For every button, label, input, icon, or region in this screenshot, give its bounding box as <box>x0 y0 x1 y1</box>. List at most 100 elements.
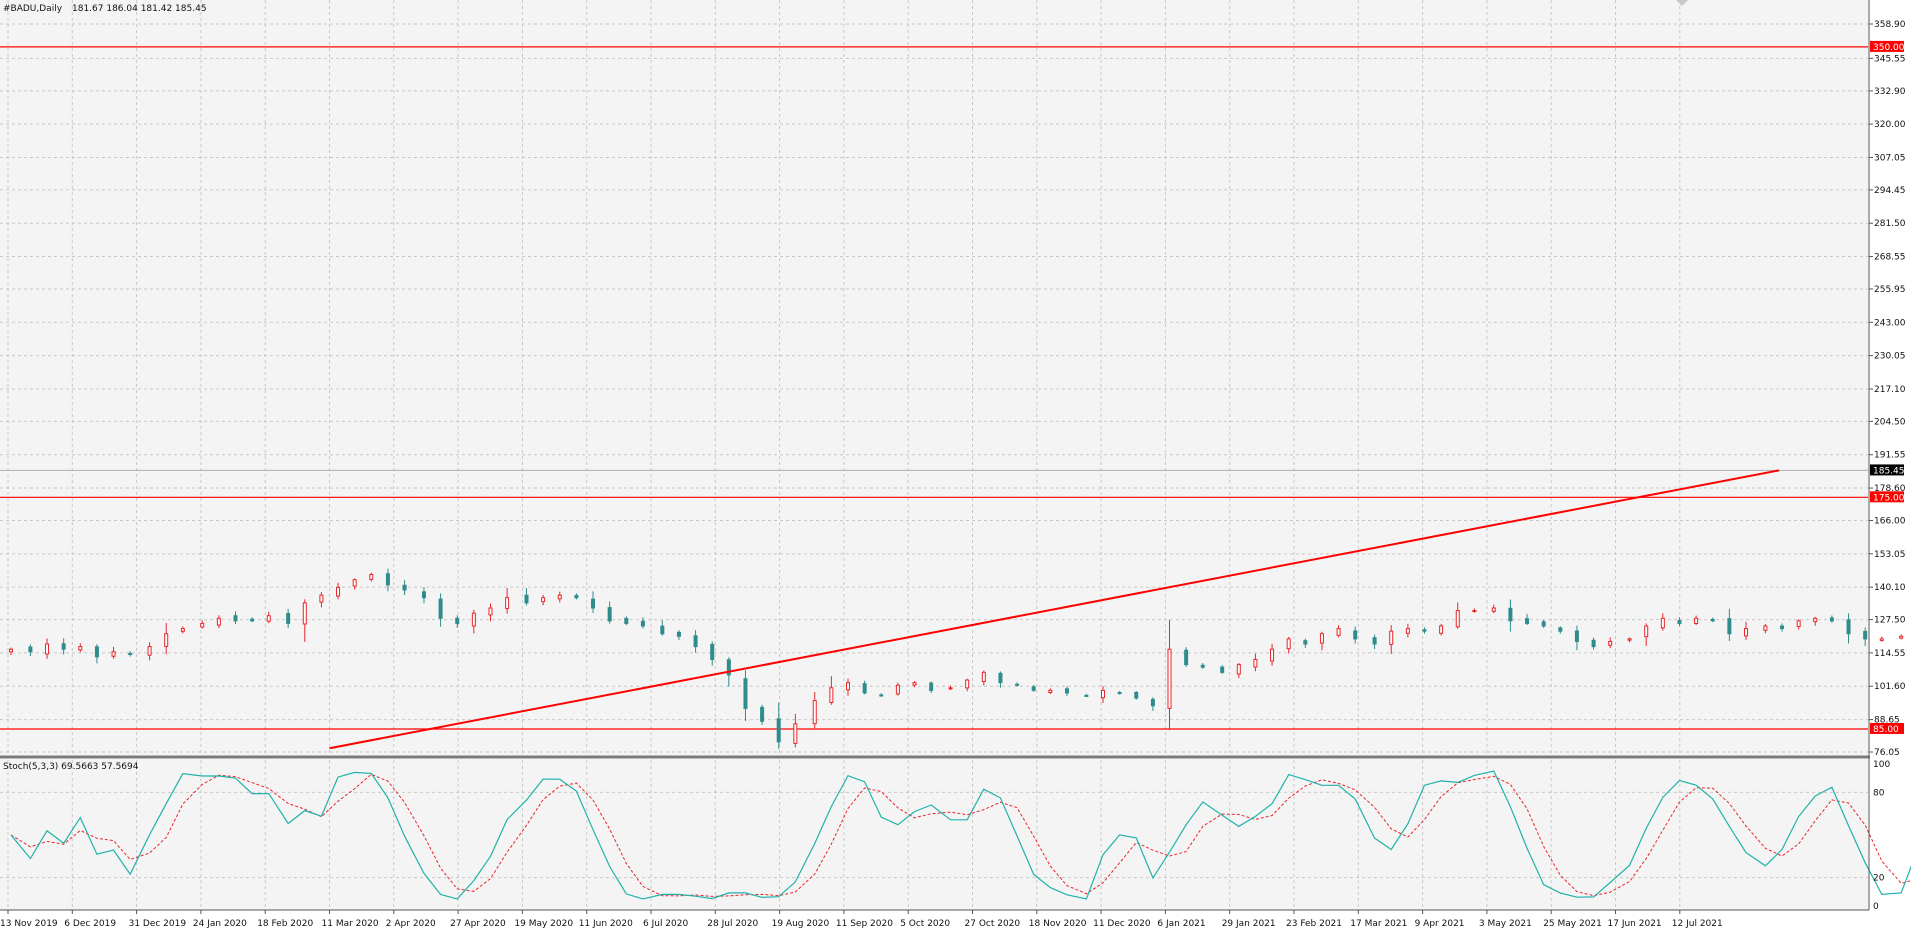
time-tick-label: 28 Jul 2020 <box>707 919 758 929</box>
candle-body <box>266 615 271 622</box>
level-badge <box>1870 40 1904 52</box>
symbol-label: #BADU,Daily <box>3 4 63 14</box>
candle-body <box>541 597 546 603</box>
candle-body <box>385 573 390 586</box>
candle-body <box>660 625 665 635</box>
time-tick-label: 17 Mar 2021 <box>1350 919 1407 929</box>
candle-body <box>421 591 426 599</box>
candle-body <box>1236 664 1241 675</box>
time-tick-label: 6 Jan 2021 <box>1157 919 1205 929</box>
scroll-marker-icon[interactable] <box>1676 0 1688 6</box>
candle-body <box>336 586 341 597</box>
stoch-grid-lines <box>0 760 1868 909</box>
time-tick-label: 17 Jun 2021 <box>1608 919 1662 929</box>
candle-body <box>216 617 221 626</box>
candle-body <box>402 584 407 591</box>
candle-body <box>1117 692 1122 695</box>
support-trendline[interactable] <box>329 469 1780 750</box>
time-tick-label: 25 May 2021 <box>1543 919 1602 929</box>
time-tick-label: 18 Feb 2020 <box>257 919 313 929</box>
candle-body <box>1184 649 1189 666</box>
candle-body <box>147 646 152 656</box>
stoch-pane-background <box>0 759 1868 910</box>
time-tick-label: 9 Apr 2021 <box>1415 919 1465 929</box>
horizontal-level-lines[interactable] <box>0 46 1868 730</box>
candle-body <box>812 700 817 725</box>
candle-body <box>557 594 562 600</box>
candle-body <box>1439 625 1444 634</box>
price-tick-label: 191.55 <box>1874 451 1906 461</box>
time-axis[interactable]: 13 Nov 2019 6 Dec 2019 31 Dec 2019 24 Jan 2… <box>0 910 1723 929</box>
candle-body <box>250 618 255 622</box>
candle-body <box>1899 635 1904 639</box>
candle-body <box>676 631 681 637</box>
ohlc-label: 181.67 186.04 181.42 185.45 <box>72 4 207 14</box>
candle-body <box>1591 639 1596 648</box>
candle-body <box>438 598 443 619</box>
candle-body <box>9 648 13 653</box>
price-tick-label: 320.00 <box>1874 120 1906 130</box>
candle-body <box>895 684 900 695</box>
stoch-main-line <box>10 770 1911 900</box>
time-tick-label: 27 Oct 2020 <box>965 919 1021 929</box>
stoch-tick-label: 80 <box>1873 788 1885 798</box>
level-badge <box>1870 722 1904 734</box>
grid-lines <box>0 0 1868 756</box>
candle-body <box>455 617 460 624</box>
candle-body <box>1694 617 1699 624</box>
candle-body <box>524 594 529 604</box>
price-tick-label: 358.90 <box>1874 20 1906 30</box>
price-axis[interactable]: 358.90 345.55 332.90 320.00 307.05 294.45 281.… <box>1869 20 1906 758</box>
candle-body <box>1084 694 1089 697</box>
candle-body <box>1336 628 1341 636</box>
candle-body <box>1710 619 1715 622</box>
candle-body <box>1879 638 1884 641</box>
time-tick-label: 19 May 2020 <box>514 919 573 929</box>
candle-body <box>1015 683 1020 686</box>
candle-body <box>164 633 169 647</box>
price-badges: 350.00 175.00 85.00 185.45 <box>1870 40 1905 735</box>
candle-body <box>829 687 834 703</box>
candle-body <box>1727 618 1732 635</box>
candle-body <box>352 579 357 587</box>
stoch-signal-line <box>10 773 1911 897</box>
candle-body <box>111 651 116 657</box>
candle-body <box>1455 610 1460 628</box>
candle-body <box>1405 628 1410 634</box>
candle-body <box>1270 648 1275 662</box>
candle-body <box>1100 689 1105 699</box>
candle-body <box>1863 630 1868 640</box>
time-tick-label: 18 Nov 2020 <box>1029 919 1087 929</box>
price-tick-label: 127.50 <box>1874 616 1906 626</box>
stoch-tick-label: 0 <box>1873 902 1879 912</box>
stoch-axis: 100 80 20 0 <box>1873 760 1890 912</box>
candle-body <box>1796 620 1801 628</box>
candle-body <box>1780 625 1785 630</box>
price-tick-label: 140.10 <box>1874 583 1906 593</box>
time-tick-label: 5 Oct 2020 <box>900 919 950 929</box>
candle-body <box>505 597 510 609</box>
candle-body <box>1491 607 1496 612</box>
price-tick-label: 153.05 <box>1874 550 1906 560</box>
candle-body <box>862 683 867 694</box>
candle-body <box>1813 617 1818 623</box>
candle-body <box>912 682 917 686</box>
price-tick-label: 243.00 <box>1874 318 1906 328</box>
candle-body <box>200 622 205 628</box>
last-price-text: 185.45 <box>1873 466 1905 476</box>
candle-body <box>302 602 307 625</box>
price-tick-label: 88.65 <box>1874 716 1900 726</box>
time-tick-label: 29 Jan 2021 <box>1222 919 1276 929</box>
candle-body <box>1150 698 1155 707</box>
candle-body <box>78 646 83 651</box>
candle-body <box>998 672 1003 684</box>
time-tick-label: 27 Apr 2020 <box>450 919 506 929</box>
candle-body <box>776 718 781 743</box>
time-tick-label: 11 Sep 2020 <box>836 919 893 929</box>
time-tick-label: 6 Dec 2019 <box>64 919 116 929</box>
candle-body <box>1525 618 1530 624</box>
candle-body <box>1763 625 1768 631</box>
candle-body <box>640 620 645 627</box>
candle-body <box>1064 688 1069 694</box>
